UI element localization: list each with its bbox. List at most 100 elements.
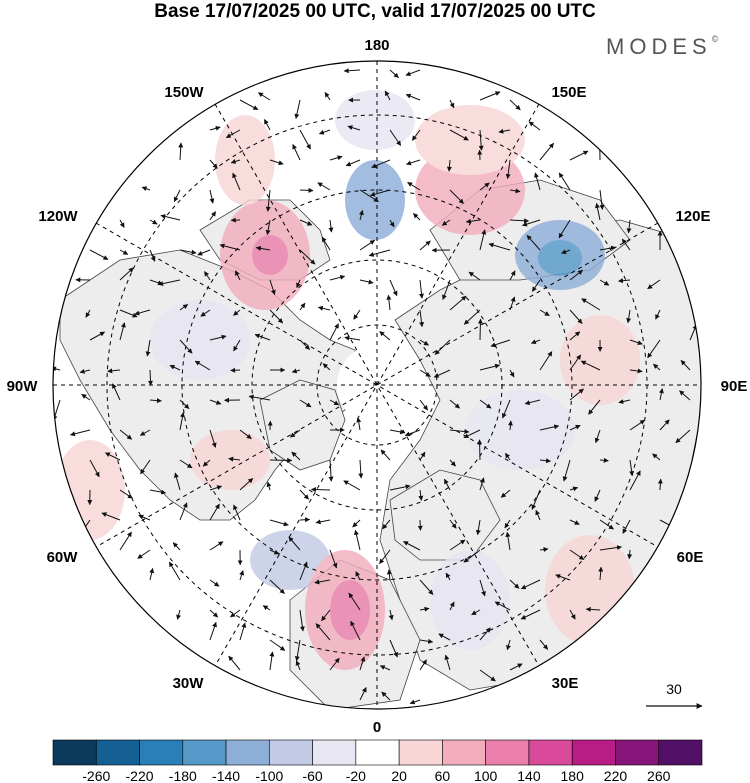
wind-arrow <box>359 656 366 671</box>
wind-arrow <box>526 234 541 251</box>
wind-arrow <box>569 150 589 161</box>
wind-arrow <box>652 453 661 461</box>
wind-arrow <box>353 309 361 320</box>
wind-arrow <box>158 279 181 287</box>
wind-arrow <box>389 279 398 297</box>
wind-arrow <box>239 478 254 491</box>
wind-arrow <box>233 339 241 352</box>
wind-arrow <box>318 129 331 135</box>
wind-arrow <box>89 331 106 341</box>
wind-arrow <box>381 691 391 701</box>
colorbar-label: 140 <box>517 768 541 783</box>
wind-arrow <box>344 335 361 341</box>
longitude-labels: 180 0 90W 90E 150W 120W 150E 120E 60W 30… <box>7 37 748 736</box>
colorbar-swatch <box>225 739 270 766</box>
wind-arrow <box>107 368 121 374</box>
wind-arrow <box>505 159 511 180</box>
wind-arrow <box>315 623 331 641</box>
colorbar-swatch <box>182 739 227 766</box>
wind-arrow <box>599 245 616 251</box>
colorbar-label: -140 <box>212 768 240 783</box>
wind-arrow <box>289 429 301 438</box>
wind-arrow <box>569 354 582 371</box>
wind-arrow <box>232 172 241 191</box>
wind-arrow <box>310 487 331 493</box>
wind-arrow <box>679 390 691 401</box>
wind-arrow <box>433 369 451 378</box>
brand-mark: © <box>711 34 719 44</box>
wind-arrow <box>239 429 252 440</box>
anomaly-blob <box>560 315 640 405</box>
wind-arrow <box>145 339 151 357</box>
wind-arrow <box>535 509 541 521</box>
wind-arrow <box>174 472 181 491</box>
colorbar-label: 20 <box>391 768 407 783</box>
lon-label-120w: 120W <box>38 208 78 225</box>
wind-arrow <box>359 239 376 251</box>
wind-arrow <box>329 323 339 341</box>
wind-arrow <box>147 369 153 386</box>
wind-arrow <box>194 360 211 371</box>
wind-arrow <box>239 570 245 581</box>
wind-reference-label: 30 <box>666 681 682 697</box>
wind-arrow <box>370 189 391 197</box>
wind-arrow <box>443 478 451 491</box>
wind-arrow <box>509 663 523 671</box>
wind-arrow <box>569 486 579 492</box>
wind-arrow <box>179 399 190 410</box>
wind-arrow <box>119 489 133 499</box>
wind-arrow <box>70 429 91 437</box>
wind-arrow <box>418 489 424 501</box>
anomaly-blob <box>150 300 250 380</box>
wind-arrow <box>599 519 614 530</box>
wind-arrow <box>172 542 181 551</box>
wind-arrow <box>539 351 553 371</box>
wind-arrow <box>119 429 133 440</box>
wind-arrow <box>657 478 663 491</box>
wind-arrow <box>562 459 571 482</box>
wind-arrow <box>444 654 451 671</box>
anomaly-blob <box>330 580 370 640</box>
wind-arrow <box>449 399 460 409</box>
wind-arrow <box>85 309 91 318</box>
wind-arrow <box>139 429 151 436</box>
wind-arrow <box>269 549 280 555</box>
wind-arrow <box>228 456 241 462</box>
wind-arrow <box>160 214 181 221</box>
wind-arrow <box>197 249 211 256</box>
wind-arrow <box>618 399 631 404</box>
wind-arrow <box>539 424 560 431</box>
wind-arrow <box>269 309 284 324</box>
wind-arrow <box>368 249 391 257</box>
wind-arrow <box>265 219 271 236</box>
wind-arrow <box>446 159 452 172</box>
wind-arrow <box>255 245 271 251</box>
wind-arrow <box>257 92 271 101</box>
wind-arrow <box>569 309 583 324</box>
colorbar-swatch <box>95 739 140 766</box>
wind-arrow <box>621 238 631 251</box>
wind-arrow <box>230 609 241 618</box>
wind-arrow <box>449 295 467 311</box>
wind-arrow <box>149 398 162 404</box>
wind-arrow <box>478 129 484 151</box>
wind-arrow <box>299 302 306 311</box>
wind-arrow <box>141 186 151 192</box>
wind-arrow <box>419 659 427 671</box>
wind-arrow <box>149 567 155 581</box>
colorbar-swatch <box>615 739 660 766</box>
colorbar-label: 260 <box>647 768 671 783</box>
wind-arrow <box>179 459 193 469</box>
wind-arrow <box>581 298 601 311</box>
anomaly-blob <box>190 430 270 490</box>
wind-arrow <box>653 363 661 371</box>
wind-arrow <box>406 159 421 166</box>
wind-arrow <box>209 125 221 131</box>
wind-arrow <box>119 267 134 281</box>
wind-arrow <box>449 189 464 204</box>
meridians <box>53 61 701 709</box>
wind-arrow <box>569 549 585 561</box>
wind-arrow <box>463 309 481 325</box>
wind-arrow <box>389 484 411 491</box>
wind-arrow <box>468 271 481 281</box>
